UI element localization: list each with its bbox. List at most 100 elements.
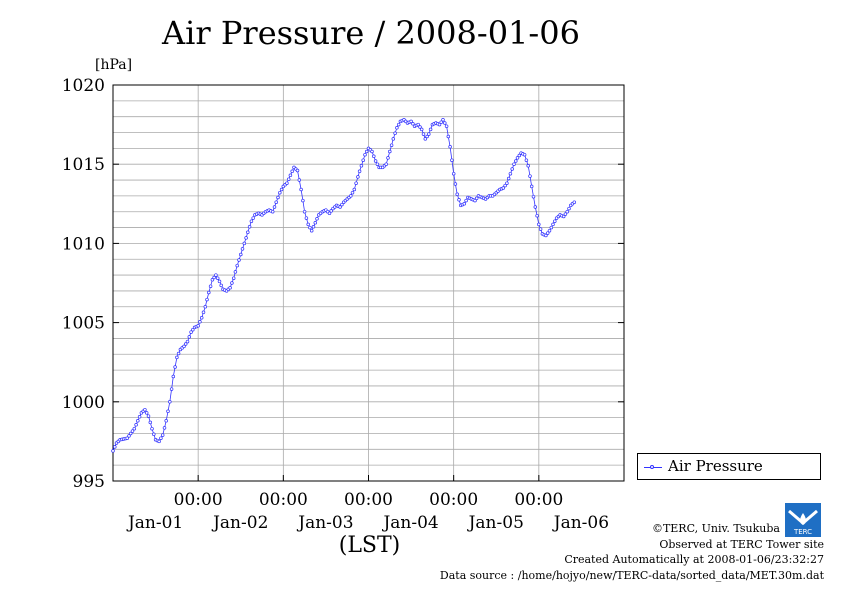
y-axis-label: [hPa] [95,57,132,73]
data-point [219,283,223,288]
data-point [384,162,388,166]
data-point [549,225,554,230]
data-point [166,409,170,414]
data-point [386,156,390,160]
data-point [196,324,200,328]
data-point [251,216,255,220]
data-point [391,137,396,141]
data-point [359,164,364,168]
data-point [168,400,172,404]
data-point [247,225,252,229]
data-point [505,181,509,185]
data-point [301,198,305,203]
data-point [517,153,522,158]
y-tick-label: 1020 [62,76,105,96]
data-point [526,164,530,168]
data-point [428,127,433,132]
data-point [249,219,254,223]
data-point [162,426,167,430]
data-point [212,275,216,280]
data-point [565,209,569,214]
data-point [370,149,374,154]
data-point [510,167,514,171]
data-point [274,200,278,204]
data-point [157,439,161,444]
x-tick-date-label: Jan-02 [211,513,268,533]
data-point [419,127,424,132]
data-point [357,169,362,174]
data-point [208,284,213,288]
data-point [427,132,431,136]
data-point [130,429,135,433]
data-point [148,420,153,425]
y-tick-label: 1000 [62,393,105,413]
copyright-text: ©TERC, Univ. Tsukuba [651,522,780,535]
data-point [522,152,527,157]
data-point [176,351,181,356]
legend: Air Pressure [637,453,821,480]
data-point [375,162,380,166]
data-point [544,233,548,238]
data-point [311,225,316,229]
data-point [111,449,115,453]
data-source-text: Data source : /home/hojyo/new/TERC-data/… [439,568,824,582]
data-point [363,152,367,157]
data-point [215,276,220,280]
x-axis-label: (LST) [339,533,401,558]
data-point [217,279,222,284]
data-point [453,182,458,186]
data-point [315,217,319,221]
data-point [349,194,353,198]
data-point [563,212,568,216]
data-point [572,200,577,204]
data-point [295,168,300,173]
data-point [169,387,174,391]
data-point [443,121,447,125]
data-point [439,120,443,124]
data-point [514,159,518,163]
chart-title: Air Pressure / 2008-01-06 [162,14,580,52]
data-point [528,174,532,178]
data-point [451,171,456,176]
data-point [205,297,209,302]
data-point [561,214,566,219]
data-point [246,230,250,235]
data-point [329,209,333,213]
data-point [418,125,422,129]
data-point [304,216,309,220]
x-tick-time-label: 00:00 [174,490,223,510]
data-point [553,219,557,223]
data-point [508,171,513,176]
data-point [309,228,314,233]
data-point [276,195,280,200]
x-tick-date-label: Jan-01 [126,513,183,533]
y-tick-label: 1010 [62,234,105,254]
data-point [143,407,147,412]
data-point [533,205,538,209]
data-point [448,145,452,149]
data-point [214,273,218,277]
data-point [450,158,454,162]
data-point [327,211,332,216]
data-point [125,436,129,440]
data-point [240,247,245,251]
data-point [210,278,215,282]
data-point [373,159,378,163]
x-tick-time-label: 00:00 [344,490,393,510]
data-point [446,134,451,139]
data-point [288,173,293,178]
data-point [462,202,467,206]
data-point [338,205,342,209]
data-point [159,436,163,440]
data-point [372,154,376,159]
data-point [464,198,468,203]
data-point [136,419,140,423]
data-point [409,119,413,124]
data-point [503,183,507,188]
data-point [175,355,179,360]
data-point [207,290,211,295]
data-point [437,122,442,127]
data-point [290,169,294,174]
x-tick-time-label: 00:00 [514,490,563,510]
